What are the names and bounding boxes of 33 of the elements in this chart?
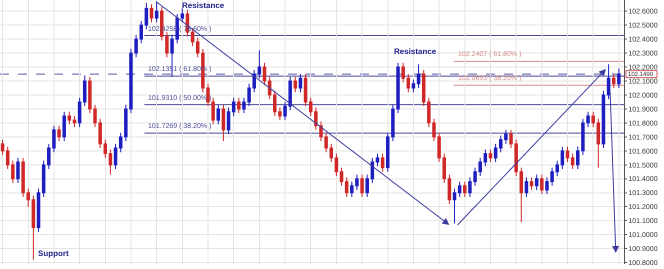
annotation: Support — [38, 249, 69, 258]
candlestick — [298, 74, 302, 93]
candlestick — [216, 104, 220, 125]
candlestick — [530, 176, 534, 190]
annotation: Resistance — [394, 47, 437, 56]
candlestick — [150, 4, 154, 23]
candlestick — [412, 79, 416, 93]
candlestick — [463, 181, 467, 198]
candlestick — [237, 97, 241, 114]
candlestick — [606, 64, 610, 100]
candlestick — [617, 68, 621, 88]
candlestick — [222, 104, 226, 142]
candlestick — [534, 174, 538, 190]
candlestick — [380, 153, 384, 172]
candlestick — [242, 97, 246, 114]
candlestick — [154, 0, 158, 23]
candlestick — [602, 90, 606, 149]
candlestick — [612, 74, 616, 88]
annotation: Resistance — [182, 1, 225, 10]
candlestick — [524, 176, 528, 198]
candlestick — [545, 176, 549, 195]
candlestick — [294, 76, 298, 93]
candlestick — [416, 64, 420, 88]
candlestick — [468, 176, 472, 198]
candlestick — [586, 111, 590, 128]
candlestick — [57, 125, 61, 142]
candlestick — [62, 111, 66, 142]
candlestick — [360, 174, 364, 198]
candlestick — [488, 148, 492, 163]
candlestick — [88, 76, 92, 114]
candlestick — [540, 174, 544, 195]
candlestick — [396, 62, 400, 114]
candlestick — [16, 157, 20, 184]
